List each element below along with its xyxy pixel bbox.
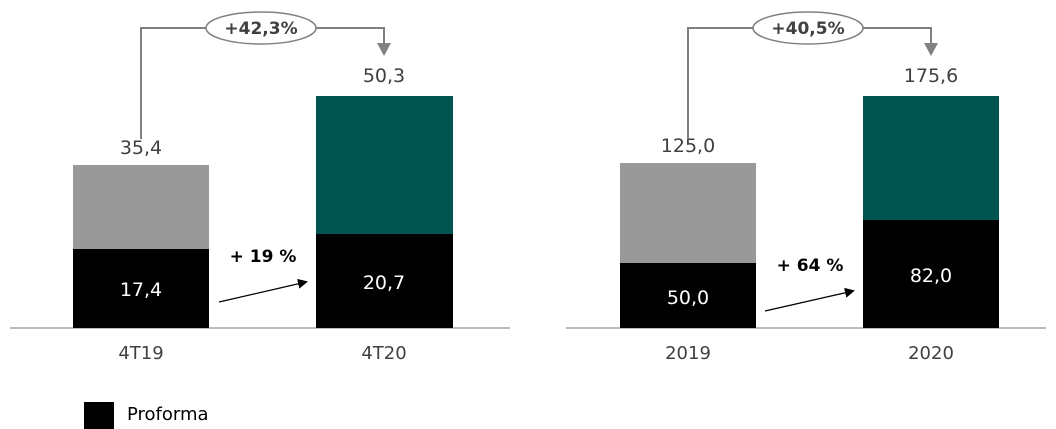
bar-4t20-proforma: [316, 234, 453, 328]
tick-label-4t20: 4T20: [361, 343, 406, 364]
legend-label-proforma: Proforma: [127, 404, 209, 425]
bar-2020-upper: [863, 96, 999, 220]
bar-2020-total-label: 175,6: [904, 65, 958, 87]
bar-4t20-upper: [316, 96, 453, 234]
legend: Proforma: [84, 402, 209, 429]
bar-2019-upper: [620, 163, 756, 263]
bar-4t19-proforma-label: 17,4: [120, 279, 162, 301]
panel-annual: 50,0 125,0 82,0 175,6 2019 2020 +40,5% +…: [566, 11, 1046, 364]
proforma-growth-arrow-annual: [764, 287, 855, 312]
tick-label-2019: 2019: [665, 343, 711, 364]
growth-badge-quarterly: [205, 11, 317, 45]
growth-connector-quarterly: [140, 27, 385, 139]
bar-4t19-total-label: 35,4: [120, 137, 162, 159]
proforma-growth-arrow-quarterly: [218, 278, 308, 303]
panel-quarterly: 17,4 35,4 20,7 50,3 4T19 4T20 +42,3% + 1…: [10, 11, 510, 364]
proforma-growth-quarterly: + 19 %: [230, 247, 297, 267]
growth-connector-arrowhead-quarterly: [377, 43, 391, 56]
growth-total-quarterly: +42,3%: [224, 19, 297, 39]
bar-2020-proforma-label: 82,0: [910, 265, 952, 287]
bar-2019-proforma: [620, 263, 756, 328]
growth-badge-annual: [752, 11, 864, 45]
bar-2019-proforma-label: 50,0: [667, 287, 709, 309]
growth-connector-arrowhead-annual: [924, 43, 938, 56]
tick-label-2020: 2020: [908, 343, 954, 364]
bar-4t20-proforma-label: 20,7: [363, 272, 405, 294]
bar-2020-proforma: [863, 220, 999, 328]
bar-2019-total-label: 125,0: [661, 135, 715, 157]
legend-swatch-proforma: [84, 402, 114, 429]
tick-label-4t19: 4T19: [118, 343, 163, 364]
growth-total-annual: +40,5%: [771, 19, 844, 39]
bar-4t20-total-label: 50,3: [363, 65, 405, 87]
proforma-growth-annual: + 64 %: [777, 256, 844, 276]
bar-4t19-upper: [73, 165, 209, 249]
growth-connector-annual: [687, 27, 932, 139]
bar-4t19-proforma: [73, 249, 209, 328]
